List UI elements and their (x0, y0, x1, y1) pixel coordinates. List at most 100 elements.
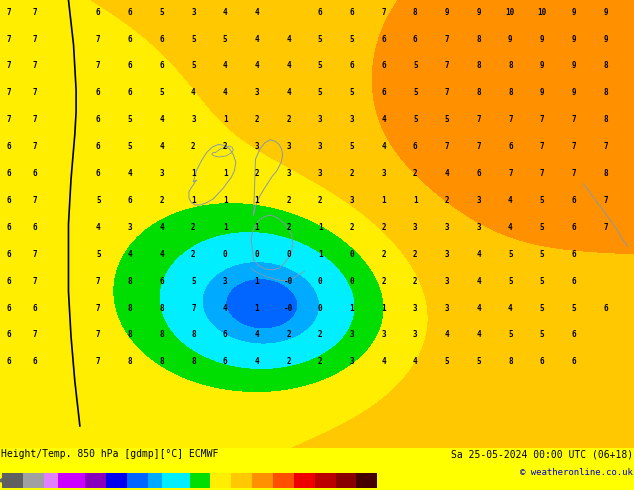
Bar (273, 472, 294, 489)
Text: 8: 8 (508, 88, 513, 98)
Text: 7: 7 (96, 34, 101, 44)
Text: 6: 6 (6, 196, 11, 205)
Text: 6: 6 (603, 303, 608, 313)
Text: 7: 7 (6, 61, 11, 71)
Text: 7: 7 (571, 115, 576, 124)
Text: 2: 2 (191, 142, 196, 151)
Bar (106, 472, 127, 489)
Text: 3: 3 (444, 250, 450, 259)
Text: 5: 5 (191, 61, 196, 71)
Text: 1: 1 (223, 115, 228, 124)
Bar (231, 472, 252, 489)
Text: 6: 6 (96, 115, 101, 124)
Text: 7: 7 (96, 357, 101, 367)
Bar (190, 472, 210, 489)
Text: 5: 5 (318, 34, 323, 44)
Text: 4: 4 (223, 303, 228, 313)
Text: 2: 2 (191, 223, 196, 232)
Text: 0: 0 (318, 303, 323, 313)
Text: 2: 2 (254, 169, 259, 178)
Text: 4: 4 (476, 303, 481, 313)
Text: 4: 4 (508, 223, 513, 232)
Text: 6: 6 (571, 357, 576, 367)
Text: 8: 8 (127, 330, 133, 340)
Text: 9: 9 (571, 34, 576, 44)
Text: 7: 7 (96, 61, 101, 71)
Text: 8: 8 (191, 357, 196, 367)
Text: 8: 8 (127, 277, 133, 286)
Bar (86, 472, 106, 489)
Text: 1: 1 (254, 196, 259, 205)
Text: 9: 9 (603, 34, 608, 44)
Bar (252, 472, 273, 489)
Text: 5: 5 (540, 277, 545, 286)
Text: 5: 5 (540, 303, 545, 313)
Text: 3: 3 (444, 303, 450, 313)
Text: -0: -0 (284, 303, 293, 313)
Text: 7: 7 (191, 303, 196, 313)
Text: 4: 4 (254, 61, 259, 71)
Text: 4: 4 (476, 330, 481, 340)
Text: 6: 6 (223, 330, 228, 340)
Text: 7: 7 (540, 142, 545, 151)
Text: 6: 6 (508, 142, 513, 151)
Text: 8: 8 (127, 303, 133, 313)
Text: 6: 6 (96, 88, 101, 98)
Text: 6: 6 (381, 34, 386, 44)
Text: 7: 7 (32, 196, 37, 205)
Text: 1: 1 (254, 303, 259, 313)
Text: 7: 7 (444, 142, 450, 151)
Text: 9: 9 (571, 88, 576, 98)
Bar (294, 472, 314, 489)
Text: 7: 7 (32, 250, 37, 259)
Text: 3: 3 (349, 115, 354, 124)
Text: 1: 1 (191, 196, 196, 205)
Text: 6: 6 (6, 330, 11, 340)
Text: 2: 2 (318, 196, 323, 205)
Text: 5: 5 (159, 88, 164, 98)
Text: 5: 5 (349, 142, 354, 151)
Text: 10: 10 (506, 8, 515, 17)
Text: 4: 4 (286, 88, 291, 98)
Text: 7: 7 (540, 169, 545, 178)
Text: 6: 6 (6, 277, 11, 286)
Text: 7: 7 (444, 34, 450, 44)
Bar (58, 472, 86, 489)
Text: 4: 4 (127, 250, 133, 259)
Text: 6: 6 (571, 330, 576, 340)
Text: 6: 6 (127, 8, 133, 17)
Text: 9: 9 (540, 88, 545, 98)
Bar (210, 472, 231, 489)
Text: 4: 4 (444, 330, 450, 340)
Text: -0: -0 (284, 277, 293, 286)
Text: 3: 3 (349, 330, 354, 340)
Text: 6: 6 (6, 357, 11, 367)
Text: 4: 4 (381, 142, 386, 151)
Text: 0: 0 (349, 277, 354, 286)
Text: 1: 1 (318, 250, 323, 259)
Text: 8: 8 (191, 330, 196, 340)
Text: 9: 9 (540, 61, 545, 71)
Text: 2: 2 (318, 330, 323, 340)
Text: 4: 4 (223, 61, 228, 71)
Text: 5: 5 (349, 88, 354, 98)
Text: 0: 0 (223, 250, 228, 259)
Text: 2: 2 (444, 196, 450, 205)
Text: 3: 3 (413, 223, 418, 232)
Text: 1: 1 (223, 223, 228, 232)
Text: 7: 7 (96, 277, 101, 286)
Text: 2: 2 (286, 330, 291, 340)
Text: 4: 4 (508, 196, 513, 205)
Text: 1: 1 (254, 277, 259, 286)
Text: 6: 6 (6, 142, 11, 151)
Text: Sa 25-05-2024 00:00 UTC (06+18): Sa 25-05-2024 00:00 UTC (06+18) (451, 449, 633, 459)
Text: 3: 3 (444, 277, 450, 286)
Text: 4: 4 (159, 142, 164, 151)
Text: 4: 4 (286, 34, 291, 44)
Text: 7: 7 (96, 303, 101, 313)
Text: Height/Temp. 850 hPa [gdmp][°C] ECMWF: Height/Temp. 850 hPa [gdmp][°C] ECMWF (1, 449, 219, 459)
Text: 3: 3 (349, 357, 354, 367)
Text: 1: 1 (381, 196, 386, 205)
Text: 7: 7 (571, 142, 576, 151)
Bar (2, 472, 23, 489)
